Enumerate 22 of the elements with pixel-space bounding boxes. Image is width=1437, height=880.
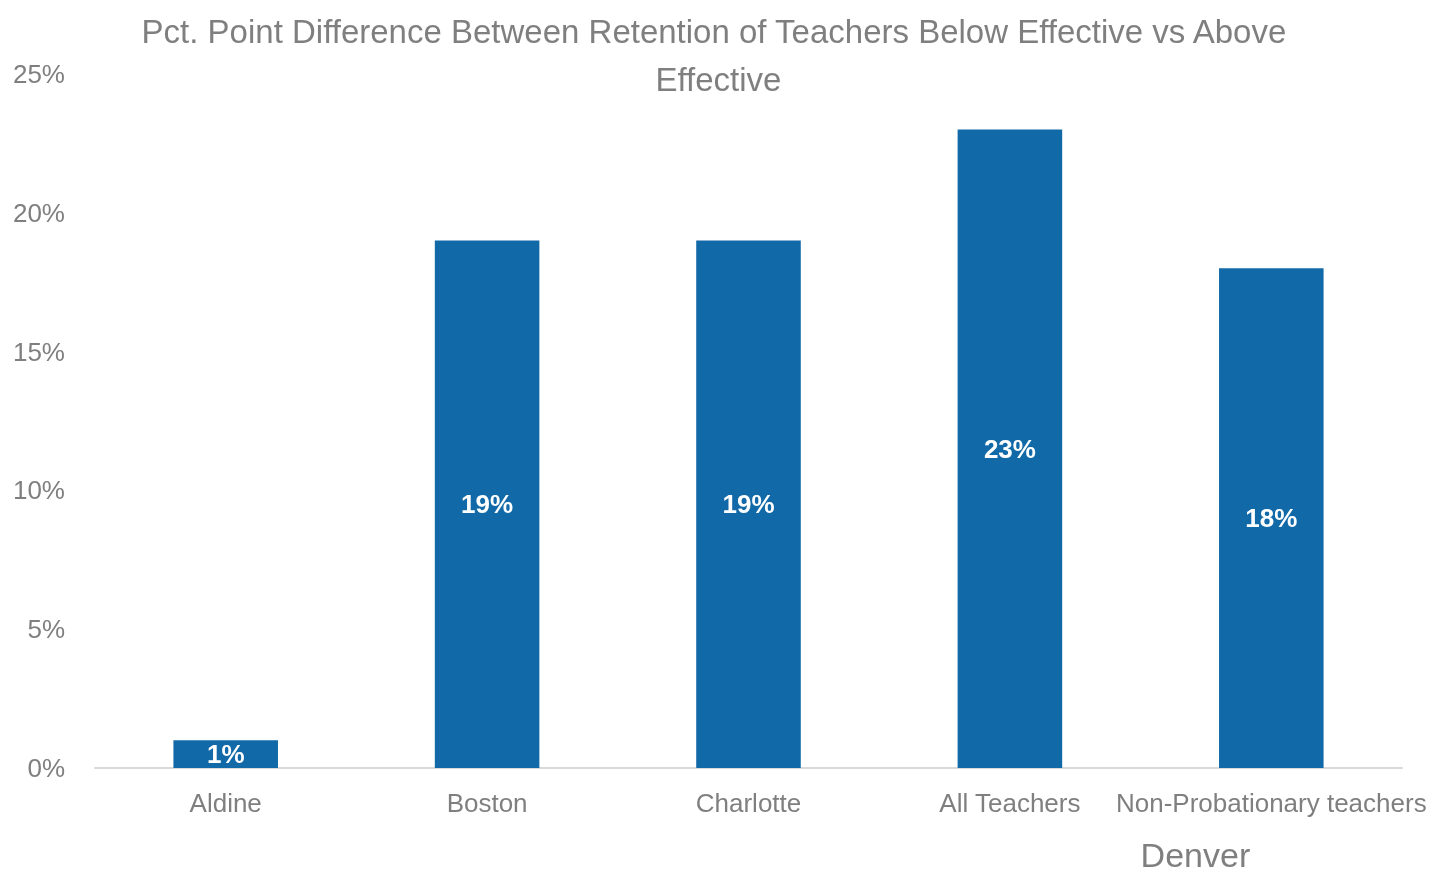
bar: [957, 129, 1063, 768]
x-tick-label: Non-Probationary teachers: [1115, 788, 1427, 818]
bar: [1219, 268, 1324, 768]
x-tick-label: All Teachers: [939, 788, 1081, 818]
x-tick-label: Charlotte: [695, 788, 802, 818]
bar: [696, 240, 801, 768]
data-label: 23%: [983, 433, 1036, 464]
chart-title: Pct. Point Difference Between Retention of Teachers Below Effective vs Above Effective: [141, 12, 1296, 98]
y-tick-label: 10%: [12, 475, 65, 506]
y-tick-label: 15%: [12, 336, 65, 367]
data-label: 18%: [1245, 503, 1298, 534]
y-tick-label: 0%: [27, 753, 65, 783]
y-tick-label: 25%: [12, 59, 65, 89]
y-tick-label: 20%: [12, 197, 65, 228]
data-label: 19%: [722, 489, 775, 520]
y-tick-label: 5%: [27, 614, 65, 645]
text: Denver: [1140, 836, 1251, 874]
bar: [434, 240, 540, 768]
x-tick-label: Boston: [446, 788, 528, 818]
x-tick-label: Aldine: [189, 788, 262, 818]
data-label: 19%: [461, 489, 514, 520]
data-label: 1%: [206, 739, 245, 770]
